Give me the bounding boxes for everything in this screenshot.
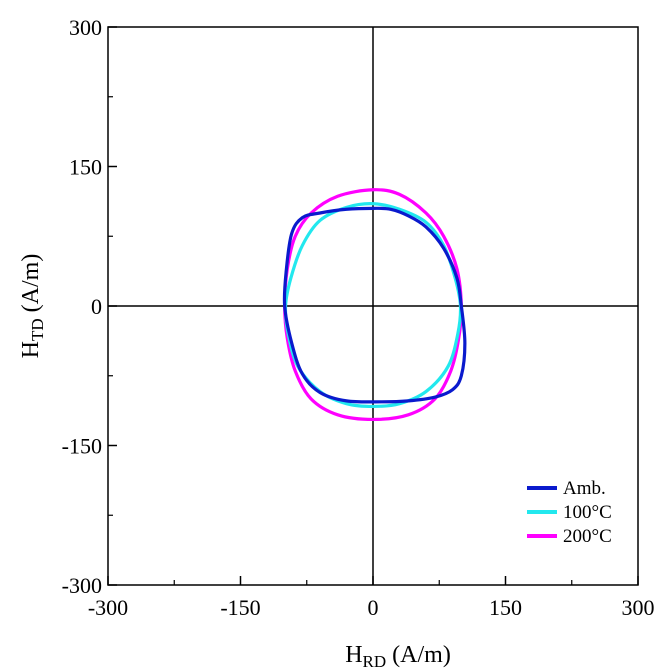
x-ticks: -300 -150 0 150 300: [88, 576, 655, 620]
x-tick-label: -150: [220, 595, 260, 620]
y-tick-label: -300: [62, 573, 102, 598]
y-tick-label: 150: [69, 155, 102, 180]
x-tick-label: -300: [88, 595, 128, 620]
y-tick-label: 0: [91, 294, 102, 319]
x-axis-label: HRD (A/m): [345, 642, 451, 668]
y-tick-label: 300: [69, 15, 102, 40]
legend-label: 200°C: [563, 526, 612, 547]
legend-label: 100°C: [563, 502, 612, 523]
legend: Amb. 100°C 200°C: [527, 478, 612, 547]
x-tick-label: 150: [489, 595, 522, 620]
plot-area: [107, 26, 639, 586]
series-line-200-c: [283, 188, 463, 422]
series-group: [282, 188, 467, 422]
x-tick-label: 300: [622, 595, 655, 620]
y-ticks: 300 150 0 -150 -300: [62, 15, 117, 598]
legend-label: Amb.: [563, 478, 606, 499]
x-tick-label: 0: [368, 595, 379, 620]
y-axis-label: HTD (A/m): [18, 254, 47, 359]
series-line-amb: [282, 206, 467, 404]
y-tick-label: -150: [62, 434, 102, 459]
